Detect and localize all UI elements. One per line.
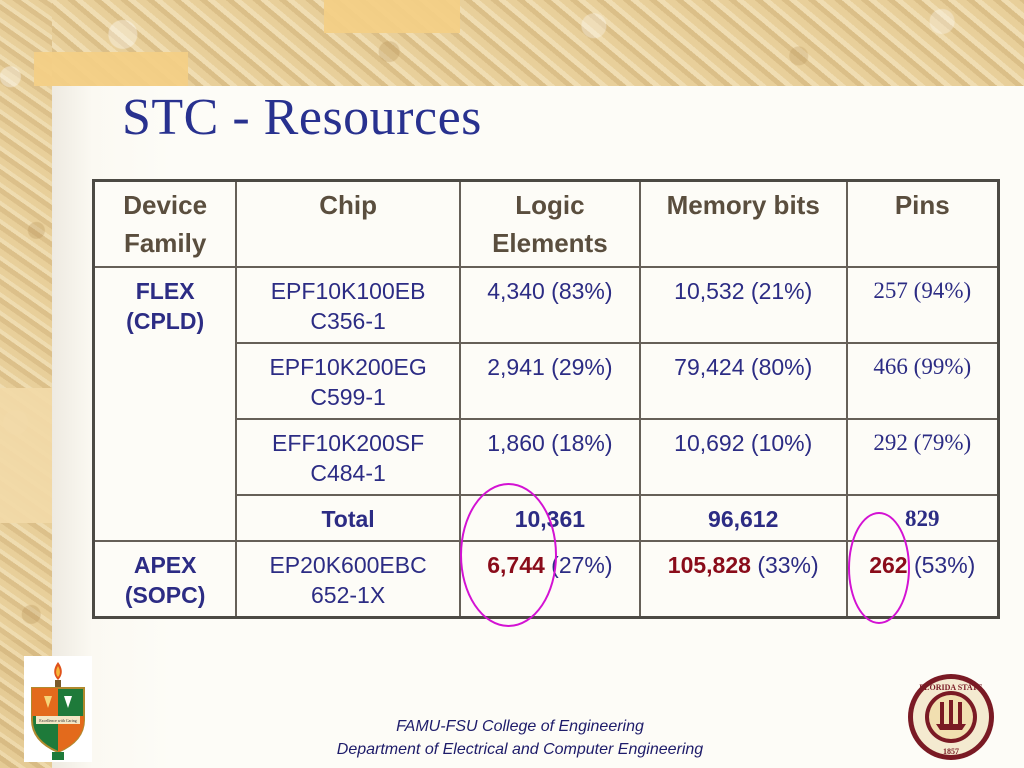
memory-cell: 79,424 (80%) [638, 342, 848, 420]
family-cell-flex: FLEX (CPLD) [92, 266, 238, 542]
logic-cell: 1,860 (18%) [458, 418, 641, 496]
family-cell-apex: APEX (SOPC) [92, 540, 238, 619]
chip-cell: EPF10K100EB C356-1 [235, 266, 461, 344]
family-name: FLEX [135, 278, 195, 304]
crest-motto: Excellence with Caring [39, 718, 77, 723]
pins-cell: 466 (99%) [845, 342, 1000, 420]
table-row: EPF10K200EG C599-1 2,941 (29%) 79,424 (8… [94, 342, 1000, 420]
footer-college: FAMU-FSU College of Engineering [396, 718, 644, 735]
chip-cell: EFF10K200SF C484-1 [235, 418, 461, 496]
fsu-seal-icon: FLORIDA STATE 1857 [908, 674, 994, 760]
family-type: (CPLD) [126, 308, 205, 334]
svg-text:FLORIDA STATE: FLORIDA STATE [919, 683, 983, 692]
decor-block [0, 388, 52, 523]
svg-text:1857: 1857 [943, 747, 959, 756]
pins-percent: (53%) [913, 552, 976, 578]
footer-department: Department of Electrical and Computer En… [336, 741, 704, 758]
slide-title: STC - Resources [122, 89, 482, 146]
table-row-apex: APEX (SOPC) EP20K600EBC 652-1X 6,744 (27… [92, 540, 1000, 619]
logic-cell: 2,941 (29%) [458, 342, 641, 420]
memory-percent: (33%) [757, 552, 819, 578]
memory-cell: 10,692 (10%) [638, 418, 848, 496]
header-device-family: Device Family [92, 179, 238, 268]
header-row: Device Family Chip Logic Elements Memory… [92, 179, 1000, 268]
header-pins: Pins [845, 179, 1000, 268]
family-type: (SOPC) [124, 582, 206, 608]
highlight-circle-pins [848, 512, 910, 624]
table-row: FLEX (CPLD) EPF10K100EB C356-1 4,340 (83… [92, 266, 1000, 542]
family-name: APEX [133, 552, 197, 578]
table-row: EFF10K200SF C484-1 1,860 (18%) 10,692 (1… [94, 418, 1000, 496]
decor-block [34, 52, 188, 86]
memory-cell: 105,828 (33%) [638, 540, 848, 619]
highlight-circle-logic [460, 483, 557, 627]
pins-cell: 292 (79%) [845, 418, 1000, 496]
logic-percent: (27%) [551, 552, 613, 578]
famu-fsu-crest-icon: Excellence with Caring [24, 656, 92, 762]
chip-cell: EPF10K200EG C599-1 [235, 342, 461, 420]
pins-cell: 257 (94%) [845, 266, 1000, 344]
memory-value: 105,828 [667, 552, 751, 578]
decor-block [324, 0, 460, 33]
chip-cell: EP20K600EBC 652-1X [235, 540, 461, 619]
total-label: Total [235, 494, 461, 542]
header-memory-bits: Memory bits [638, 179, 848, 268]
header-chip: Chip [235, 179, 461, 268]
header-logic-elements: Logic Elements [458, 179, 641, 268]
memory-cell: 10,532 (21%) [638, 266, 848, 344]
logic-cell: 4,340 (83%) [458, 266, 641, 344]
total-memory: 96,612 [638, 494, 848, 542]
